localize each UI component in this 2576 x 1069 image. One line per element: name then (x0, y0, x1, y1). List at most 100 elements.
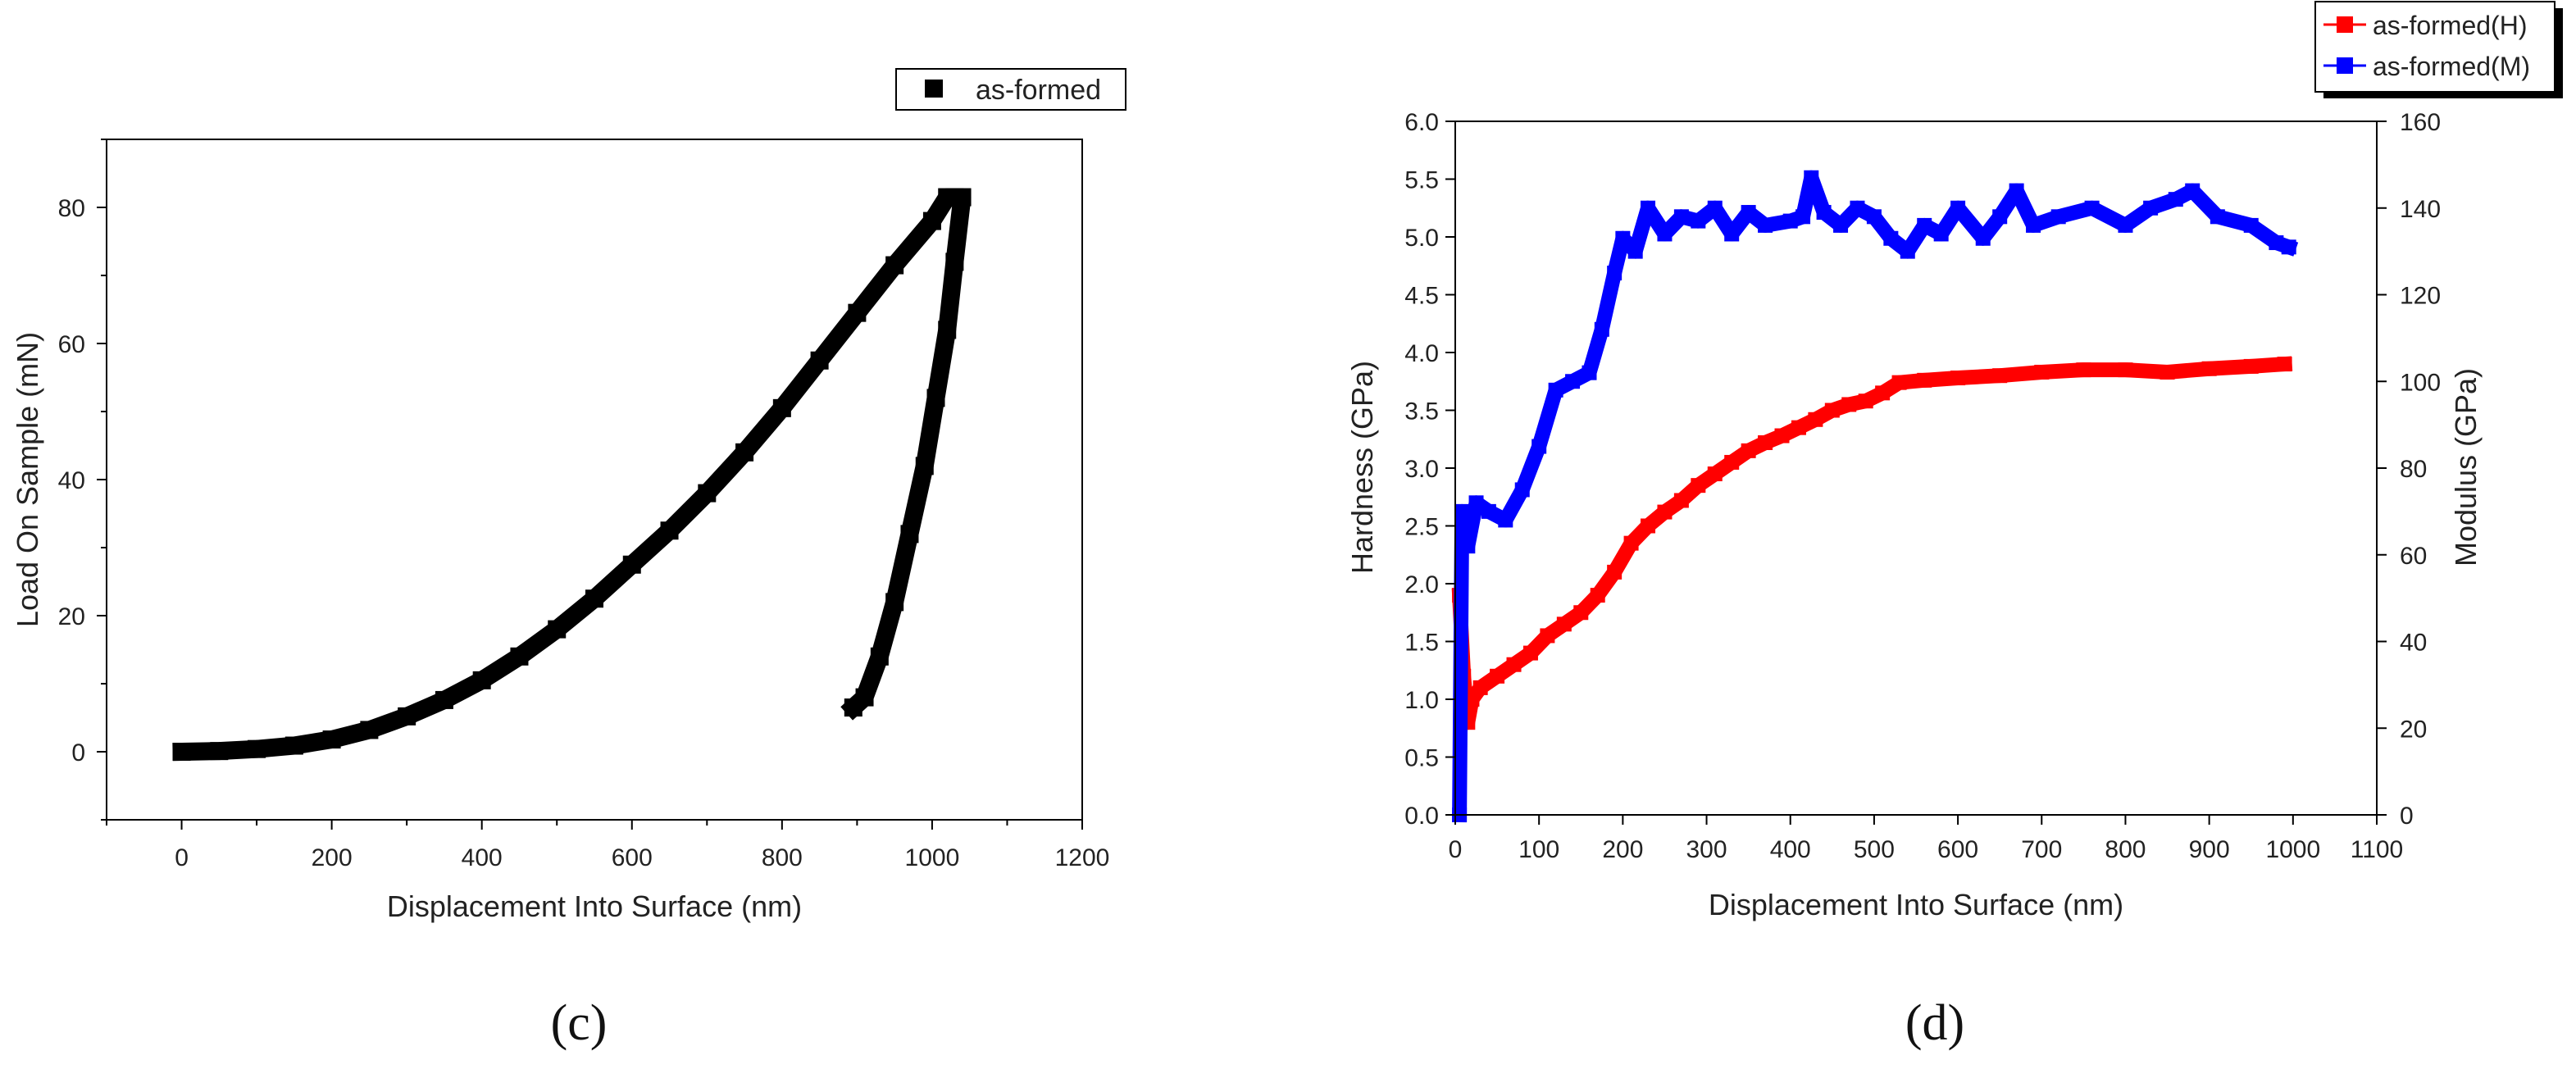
chart-d-x-tick-label: 1000 (2265, 836, 2320, 863)
chart-c-data-point (322, 730, 341, 749)
chart-c-x-tick-label: 0 (175, 844, 189, 871)
chart-d-data-point-h (1707, 466, 1723, 482)
chart-c-data-point (172, 743, 191, 761)
chart-c-data-point (844, 698, 862, 717)
chart-d-data-point-m (1468, 495, 1484, 511)
chart-d-data-point-m (1514, 482, 1530, 498)
chart-d-y-tick-label: 0.0 (1404, 803, 1439, 830)
chart-d-legend-label-m: as-formed(M) (2373, 52, 2530, 81)
chart-d-x-tick-label: 800 (2105, 836, 2146, 863)
chart-d-data-point-m (1850, 200, 1865, 216)
chart-c-data-point (938, 188, 957, 207)
chart-d-x-tick-label: 0 (1449, 836, 1463, 863)
chart-c-data-point (810, 351, 829, 370)
chart-d-y2-tick-label: 20 (2400, 716, 2427, 743)
chart-d-y2-tick-label: 120 (2400, 283, 2441, 310)
chart-d-y-tick-label: 1.5 (1404, 630, 1439, 657)
chart-c-data-point (210, 742, 229, 761)
chart-c-data-point (698, 484, 717, 503)
chart-d-y-tick-label: 4.0 (1404, 340, 1439, 367)
chart-d-y-tick-label: 3.5 (1404, 398, 1439, 425)
chart-d-data-point-m (2281, 239, 2296, 255)
chart-d-data-point-m (1615, 230, 1631, 246)
chart-c-data-point (622, 555, 641, 574)
chart-d-data-point-m (1933, 226, 1949, 242)
chart-d-data-point-h (2160, 364, 2175, 380)
chart-c-data-point (248, 739, 266, 758)
chart-c-y-tick-label: 60 (58, 331, 85, 358)
chart-c-data-point (660, 521, 679, 540)
chart-c-data-point (772, 398, 791, 417)
chart-d-y-tick-label: 4.5 (1404, 283, 1439, 310)
chart-c-y-tick-label: 0 (71, 739, 85, 766)
chart-panel-d: 0 100 200 300 400 500 600 700 800 900 1000 1100 0.0… (1345, 1, 2563, 1051)
chart-d-data-point-h (1724, 454, 1740, 470)
chart-c-legend-label: as-formed (976, 75, 1101, 106)
chart-d-data-point-m (2210, 209, 2225, 225)
chart-d-y-tick-label: 0.5 (1404, 745, 1439, 772)
chart-d-data-point-h (1673, 493, 1689, 508)
chart-d-data-point-m (1691, 213, 1706, 229)
chart-d-data-point-h (1808, 412, 1823, 427)
chart-d-data-point-m (2026, 217, 2041, 233)
chart-c-y-tick-label: 40 (58, 467, 85, 494)
chart-c-y-ticks: 0 20 40 60 80 (58, 139, 107, 821)
chart-d-data-point-h (1573, 605, 1589, 621)
chart-c-legend: as-formed (895, 68, 1126, 111)
chart-c-data-point (945, 252, 964, 271)
chart-c-data-point (284, 736, 303, 755)
chart-d-data-point-h (2277, 357, 2292, 372)
chart-c-data-point (398, 707, 416, 726)
chart-d-data-point-m (1816, 205, 1832, 221)
chart-d-x-tick-label: 200 (1602, 836, 1643, 863)
chart-d-data-point-h (1607, 564, 1623, 580)
chart-d-data-point-m (2009, 183, 2024, 198)
chart-d-data-point-h (1540, 628, 1555, 644)
chart-d-data-point-m (1992, 209, 2008, 225)
chart-d-legend-marker-h (2337, 16, 2353, 33)
chart-panel-c: 0 200 400 600 800 1000 1200 0 20 40 60 80 Displace… (11, 68, 1126, 1051)
chart-c-x-tick-label: 1200 (1055, 844, 1110, 871)
chart-d-x-tick-label: 500 (1854, 836, 1895, 863)
chart-d-data-point-m (2143, 200, 2159, 216)
chart-c-data-point (953, 188, 972, 207)
chart-c-marks (172, 188, 972, 762)
chart-d-data-point-m (1804, 170, 1819, 185)
chart-d-series-line-h (1451, 356, 2293, 730)
chart-d-data-point-m (1975, 230, 1991, 246)
chart-d-data-point-m (1594, 321, 1609, 337)
chart-c-data-point (735, 443, 754, 462)
chart-c-y-axis-title: Load On Sample (mN) (11, 332, 44, 627)
chart-d-legend-box (2314, 1, 2556, 93)
chart-d-y-tick-label: 5.0 (1404, 225, 1439, 252)
chart-d-data-point-m (1883, 230, 1899, 246)
chart-d-data-point-h (1891, 375, 1907, 390)
chart-c-data-point (938, 321, 957, 339)
chart-d-data-point-h (1490, 668, 1505, 684)
chart-d-data-point-m (1498, 512, 1513, 528)
chart-c-data-point (435, 690, 453, 709)
chart-d-data-point-h (1522, 645, 1538, 661)
chart-c-x-tick-label: 800 (762, 844, 803, 871)
chart-d-data-point-h (2076, 362, 2091, 378)
chart-d-data-point-m (1866, 209, 1882, 225)
chart-d-y-tick-label: 1.0 (1404, 687, 1439, 714)
chart-c-data-point (548, 620, 567, 639)
chart-d-y2-tick-label: 60 (2400, 543, 2427, 570)
chart-c-plot-frame (106, 139, 1083, 821)
chart-d-marks (1451, 170, 2299, 823)
chart-d-data-point-h (1858, 393, 1873, 409)
chart-d-data-point-m (2168, 192, 2183, 207)
chart-c-x-tick-label: 1000 (905, 844, 960, 871)
chart-c-series-line (172, 188, 972, 762)
chart-d-data-point-m (1481, 503, 1496, 519)
chart-d-data-point-h (2243, 358, 2259, 374)
chart-d-y2-tick-label: 160 (2400, 109, 2441, 136)
chart-c-data-point (360, 721, 379, 739)
chart-d-series-line-m (1452, 170, 2299, 823)
chart-d-data-point-m (1950, 200, 1966, 216)
chart-d-data-point-m (1657, 226, 1673, 242)
chart-d-data-point-h (1950, 371, 1966, 386)
chart-d-data-point-m (2185, 183, 2201, 198)
